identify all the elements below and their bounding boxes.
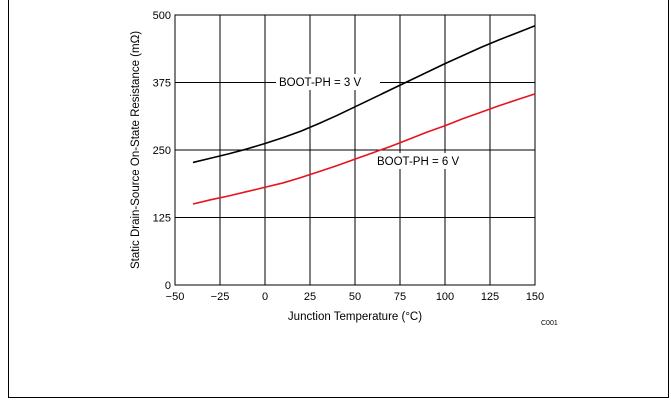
grid <box>175 15 535 285</box>
annotation-3v: BOOT-PH = 3 V <box>279 77 361 89</box>
x-tick-label: 50 <box>349 291 361 303</box>
plot-area <box>174 14 536 286</box>
y-tick-label: 125 <box>153 213 171 225</box>
x-tick-label: −25 <box>211 291 230 303</box>
annotation-6v-bg <box>375 153 479 169</box>
y-tick-labels: 0 125 250 375 500 <box>153 10 171 292</box>
y-tick-label: 250 <box>153 145 171 157</box>
x-tick-label: 100 <box>436 291 454 303</box>
x-tick-label: −50 <box>166 291 185 303</box>
x-tick-label: 0 <box>262 291 268 303</box>
y-tick-label: 0 <box>165 280 171 292</box>
x-tick-labels: −50 −25 0 25 50 75 100 125 150 <box>166 291 545 303</box>
annotation-3v-bg <box>276 74 380 90</box>
x-tick-label: 75 <box>394 291 406 303</box>
series-group <box>192 25 536 205</box>
y-tick-label: 500 <box>153 10 171 22</box>
annotation-6v: BOOT-PH = 6 V <box>377 156 459 168</box>
x-tick-label: 150 <box>526 291 544 303</box>
x-tick-label: 125 <box>481 291 499 303</box>
y-tick-label: 375 <box>153 78 171 90</box>
figure-code: C001 <box>541 320 558 327</box>
figure-frame <box>8 0 669 398</box>
x-axis-title: Junction Temperature (°C) <box>288 311 422 323</box>
x-tick-label: 25 <box>304 291 316 303</box>
y-axis-title: Static Drain-Source On-State Resistance … <box>130 31 142 269</box>
series-line-boot-ph-6v <box>192 93 536 205</box>
series-line-boot-ph-3v <box>192 25 536 164</box>
